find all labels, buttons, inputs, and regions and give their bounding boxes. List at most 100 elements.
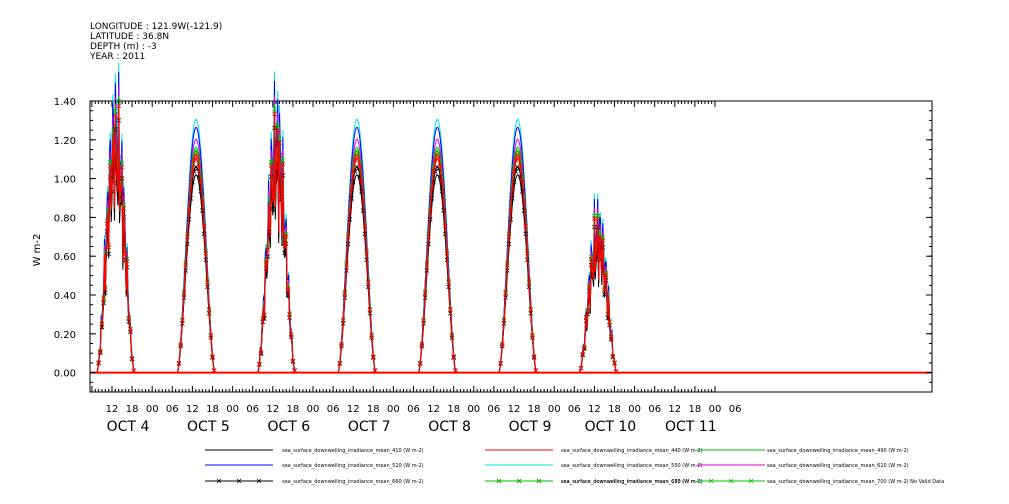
x-hour-label: 18 (608, 404, 621, 415)
series-marker (520, 178, 525, 184)
legend-label: sea_surface_downwelling_irradiance_mean_… (282, 448, 424, 454)
series-marker (176, 360, 182, 366)
series-marker (424, 262, 430, 267)
series-marker (106, 251, 111, 257)
legend-label: sea_surface_downwelling_irradiance_mean_… (282, 479, 424, 485)
series-marker (444, 250, 450, 256)
series-marker (205, 279, 210, 285)
series-marker (200, 198, 205, 204)
series-marker (277, 140, 282, 146)
series-marker (588, 254, 594, 260)
series-marker (128, 327, 133, 332)
series-layer (90, 62, 932, 375)
x-hour-label: 06 (327, 404, 340, 415)
series-marker (118, 184, 123, 189)
y-tick-label: 1.00 (54, 175, 76, 186)
series-marker (113, 113, 118, 118)
series-marker (273, 165, 279, 171)
y-tick-label: 0.20 (54, 330, 76, 341)
x-hour-label: 06 (648, 404, 661, 415)
series-marker (124, 258, 130, 264)
series-marker (587, 283, 592, 289)
series-marker (426, 234, 431, 239)
x-hour-label: 00 (548, 404, 561, 415)
series-marker (439, 178, 445, 184)
plot-frame-group (89, 100, 933, 393)
x-hour-label: 18 (367, 404, 380, 415)
series-marker (578, 365, 584, 371)
series-marker (121, 206, 127, 211)
x-hour-label: 00 (467, 404, 480, 415)
x-hour-label: 06 (407, 404, 420, 415)
series-marker (357, 163, 363, 169)
series-marker (116, 98, 121, 104)
series-marker (188, 186, 194, 191)
x-hour-label: 06 (166, 404, 179, 415)
series-marker (178, 342, 183, 347)
series-marker (498, 360, 503, 366)
series-line (90, 130, 742, 374)
series-marker (275, 123, 281, 129)
series-marker (525, 250, 530, 256)
series-marker (451, 354, 456, 359)
legend-marker (496, 478, 502, 484)
series-marker (109, 178, 115, 184)
x-hour-label: 12 (508, 404, 521, 415)
series-marker (104, 221, 110, 226)
x-hour-label: 18 (287, 404, 300, 415)
series-marker (432, 157, 438, 163)
legend-label: sea_surface_downwelling_irradiance_mean_… (561, 448, 703, 454)
series-marker (513, 157, 518, 163)
series-marker (119, 164, 125, 170)
legend-marker (236, 478, 242, 484)
y-tick-label: 0.60 (54, 252, 76, 263)
series-marker (528, 307, 534, 313)
series-marker (208, 333, 214, 338)
series-marker (280, 161, 286, 167)
series-marker (196, 163, 202, 169)
x-hour-label: 00 (226, 404, 239, 415)
series-marker (275, 127, 281, 133)
series-marker (593, 250, 599, 256)
series-marker (422, 291, 428, 296)
legend-label: sea_surface_downwelling_irradiance_mean_… (767, 479, 944, 485)
series-marker (580, 351, 585, 357)
series-marker (191, 157, 197, 163)
legend: sea_surface_downwelling_irradiance_mean_… (205, 448, 944, 485)
series-marker (448, 307, 453, 313)
series-marker (195, 154, 200, 160)
series-marker (282, 243, 287, 249)
x-hour-label: 00 (387, 404, 400, 415)
series-marker (287, 312, 292, 317)
x-hour-label: 12 (668, 404, 681, 415)
y-tick-label: 0.40 (54, 291, 76, 302)
series-marker (602, 287, 607, 293)
series-marker (288, 332, 294, 338)
legend-label: sea_surface_downwelling_irradiance_mean_… (767, 463, 909, 469)
series-marker (365, 279, 371, 285)
legend-marker (748, 478, 754, 484)
series-marker (431, 168, 436, 174)
series-marker (99, 322, 105, 327)
series-marker (270, 197, 276, 202)
x-hour-label: 18 (528, 404, 541, 415)
series-marker (347, 208, 353, 213)
x-hour-label: 18 (689, 404, 702, 415)
series-marker (417, 360, 423, 366)
series-marker (285, 287, 291, 293)
series-marker (511, 168, 517, 174)
x-day-label: OCT 9 (509, 419, 552, 435)
series-marker (443, 223, 448, 229)
depth-label: DEPTH (m) : -3 (90, 42, 157, 52)
series-marker (340, 318, 346, 323)
series-marker (582, 345, 587, 350)
series-marker (369, 333, 374, 338)
series-marker (531, 354, 537, 359)
series-marker (607, 320, 612, 325)
legend-label: sea_surface_downwelling_irradiance_mean_… (561, 479, 703, 485)
series-marker (506, 234, 512, 239)
x-hour-label: 06 (568, 404, 581, 415)
series-marker (600, 237, 606, 243)
series-marker (508, 208, 513, 213)
